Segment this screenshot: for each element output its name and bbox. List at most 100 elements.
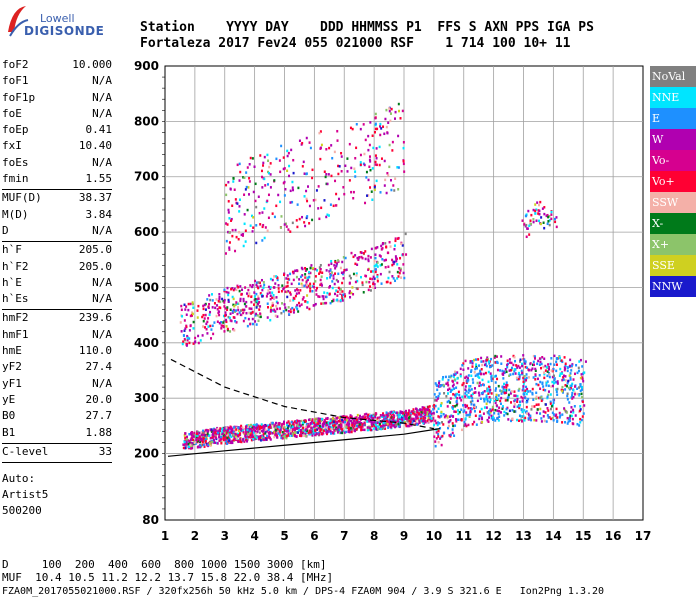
echo-point — [333, 292, 336, 296]
echo-point — [258, 427, 261, 431]
echo-point — [207, 430, 210, 433]
echo-point — [289, 430, 292, 433]
echo-point — [233, 426, 236, 429]
echo-point — [467, 388, 470, 391]
echo-point — [255, 283, 258, 287]
echo-point — [224, 436, 227, 440]
echo-point — [315, 432, 318, 436]
echo-point — [212, 429, 215, 433]
echo-point — [363, 421, 366, 425]
echo-point — [291, 180, 294, 184]
echo-point — [266, 306, 269, 309]
echo-point — [330, 144, 333, 147]
echo-point — [437, 415, 440, 418]
echo-point — [225, 290, 228, 294]
echo-point — [397, 102, 400, 106]
echo-point — [506, 384, 509, 387]
echo-point — [490, 379, 493, 383]
echo-point — [502, 373, 505, 376]
echo-point — [181, 315, 184, 318]
echo-point — [454, 395, 457, 399]
echo-point — [333, 423, 336, 427]
echo-point — [233, 310, 236, 313]
echo-point — [250, 423, 253, 427]
echo-point — [372, 282, 375, 286]
echo-point — [508, 409, 511, 413]
echo-point — [375, 156, 378, 160]
echo-point — [573, 404, 576, 408]
echo-point — [313, 421, 316, 425]
echo-point — [374, 154, 377, 157]
x-tick-label: 9 — [400, 529, 408, 543]
echo-point — [192, 320, 195, 324]
echo-point — [305, 197, 308, 201]
echo-point — [485, 406, 488, 409]
echo-point — [360, 255, 363, 259]
echo-point — [481, 363, 484, 367]
echo-point — [451, 406, 454, 409]
echo-point — [280, 144, 283, 148]
echo-point — [451, 428, 454, 431]
echo-point — [271, 291, 274, 294]
echo-point — [369, 277, 372, 281]
echo-point — [435, 395, 438, 399]
echo-point — [399, 422, 402, 425]
echo-point — [371, 421, 374, 425]
echo-point — [453, 410, 456, 413]
x-tick-label: 15 — [575, 529, 592, 543]
echo-point — [243, 176, 246, 179]
echo-point — [277, 284, 280, 287]
echo-point — [306, 215, 309, 218]
echo-point — [350, 430, 353, 434]
echo-point — [470, 369, 473, 372]
echo-point — [229, 431, 232, 434]
echo-point — [282, 433, 285, 436]
echo-point — [516, 397, 519, 401]
echo-point — [343, 192, 346, 196]
echo-point — [276, 276, 279, 280]
echo-point — [526, 366, 529, 369]
echo-point — [273, 424, 276, 428]
echo-point — [253, 437, 256, 441]
echo-point — [309, 432, 312, 436]
echo-point — [282, 156, 285, 159]
echo-point — [550, 405, 553, 408]
echo-point — [535, 208, 538, 211]
echo-point — [354, 156, 357, 160]
echo-point — [286, 281, 289, 284]
echo-point — [482, 360, 485, 363]
echo-point — [490, 357, 493, 361]
echo-point — [220, 324, 223, 327]
echo-point — [507, 418, 510, 421]
echo-point — [259, 223, 262, 226]
echo-point — [467, 367, 470, 370]
echo-point — [255, 224, 258, 227]
echo-point — [214, 428, 217, 432]
echo-point — [426, 408, 429, 411]
echo-point — [469, 385, 472, 388]
echo-point — [218, 429, 221, 432]
echo-point — [232, 303, 235, 307]
echo-point — [229, 330, 232, 333]
echo-point — [342, 293, 345, 297]
echo-point — [491, 364, 494, 367]
echo-point — [394, 279, 397, 283]
echo-point — [382, 423, 385, 426]
echo-point — [287, 306, 290, 309]
echo-point — [334, 272, 337, 275]
echo-point — [281, 437, 284, 440]
echo-point — [352, 272, 355, 276]
echo-point — [357, 420, 360, 424]
echo-point — [456, 402, 459, 406]
echo-point — [513, 403, 516, 406]
echo-point — [442, 423, 445, 426]
echo-point — [302, 421, 305, 424]
echo-point — [242, 299, 245, 303]
echo-point — [232, 316, 235, 319]
echo-point — [291, 186, 294, 189]
echo-point — [516, 405, 519, 408]
echo-point — [334, 424, 337, 428]
echo-point — [279, 200, 282, 204]
echo-point — [530, 368, 533, 372]
echo-point — [434, 419, 437, 423]
